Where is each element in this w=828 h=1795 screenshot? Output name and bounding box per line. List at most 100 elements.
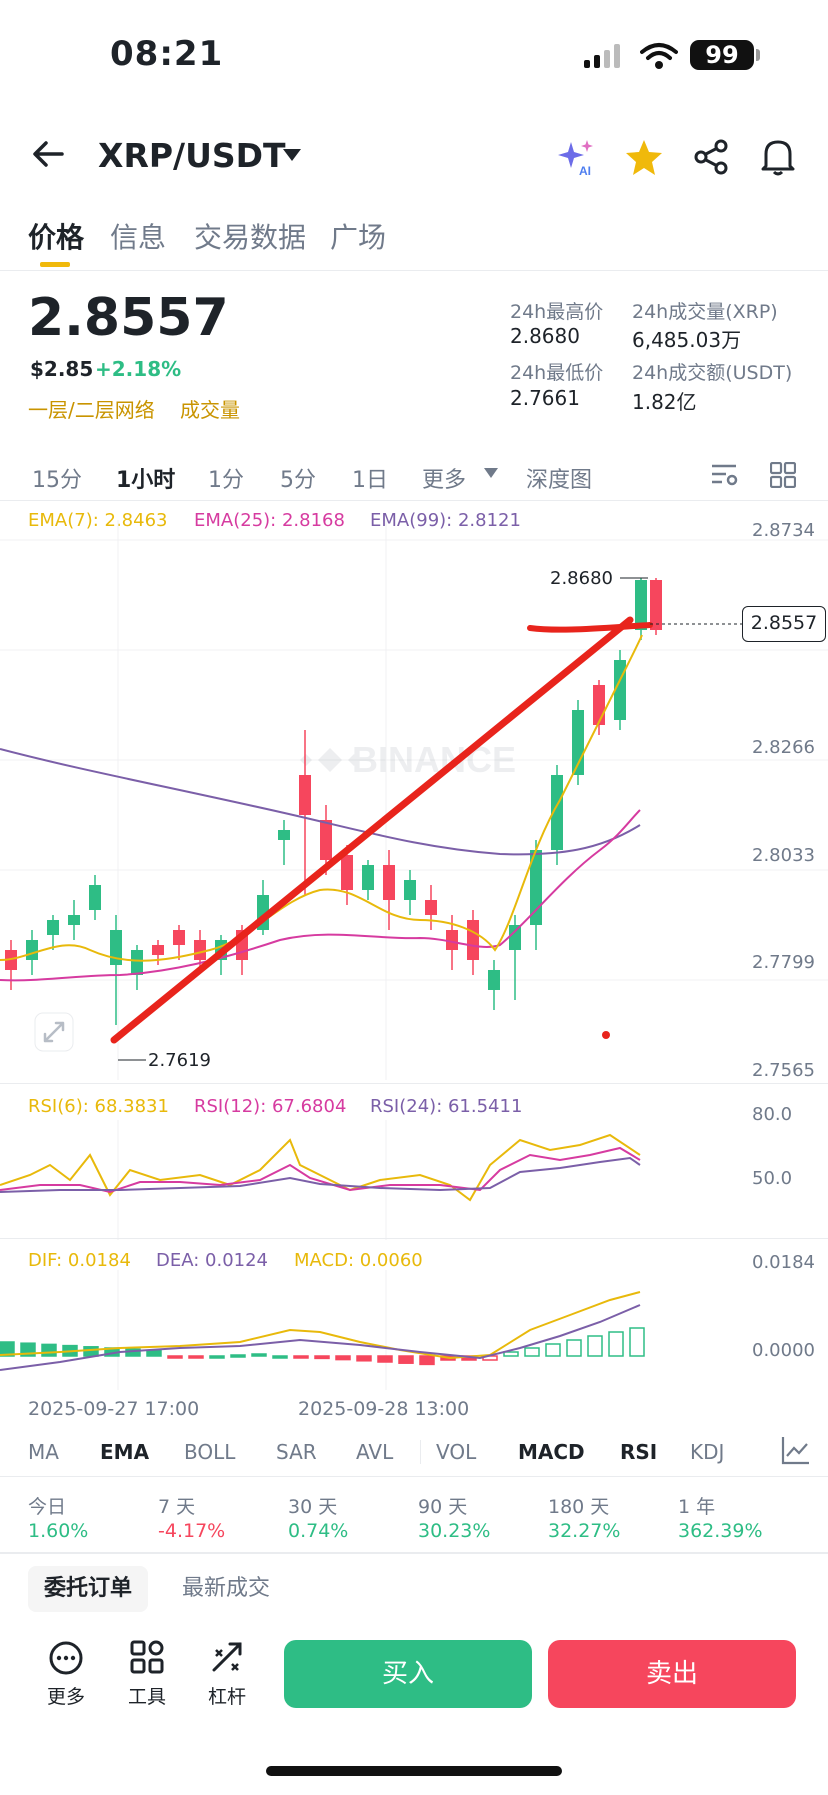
macd-bar	[272, 1355, 288, 1359]
macd-bar	[377, 1355, 393, 1363]
perf-value: 362.39%	[678, 1520, 763, 1542]
back-arrow-icon[interactable]	[32, 140, 64, 168]
macd-axis-label: 0.0000	[752, 1340, 815, 1361]
macd-axis-label: 0.0184	[752, 1252, 815, 1273]
indicator-boll[interactable]: BOLL	[184, 1440, 236, 1464]
indicator-sar[interactable]: SAR	[276, 1440, 317, 1464]
indicator-settings-icon[interactable]	[780, 1434, 812, 1466]
indicator-avl[interactable]: AVL	[356, 1440, 394, 1464]
macd-bar	[503, 1351, 519, 1357]
interval-depth[interactable]: 深度图	[526, 468, 593, 493]
more-label[interactable]: 更多	[46, 1686, 85, 1708]
tab-square[interactable]: 广场	[330, 221, 387, 254]
candle-body	[110, 930, 122, 965]
perf-label: 30 天	[288, 1496, 338, 1518]
interval-1m[interactable]: 1分	[208, 468, 244, 493]
volume-value: 6,485.03万	[632, 328, 742, 352]
ai-sparkle-icon[interactable]: AI	[557, 138, 597, 178]
bell-icon[interactable]	[760, 136, 796, 176]
macd-bar	[629, 1327, 645, 1357]
tab-trading-data[interactable]: 交易数据	[194, 221, 307, 254]
candle-body	[467, 920, 479, 960]
pair-title[interactable]: XRP/USDT	[98, 136, 286, 175]
macd-bar	[167, 1355, 183, 1359]
rsi-chart	[0, 1120, 641, 1240]
candle-body	[650, 580, 662, 630]
leverage-icon[interactable]	[210, 1640, 244, 1674]
tabs-divider	[0, 270, 828, 271]
interval-1h[interactable]: 1小时	[116, 468, 176, 493]
indicator-vol[interactable]: VOL	[436, 1440, 477, 1464]
tools-grid-icon[interactable]	[130, 1640, 164, 1674]
buy-button[interactable]: 买入	[284, 1640, 532, 1708]
low-label: 24h最低价	[510, 362, 604, 384]
rsi-axis-label: 80.0	[752, 1104, 793, 1125]
perf-label: 1 年	[678, 1496, 716, 1518]
sell-button[interactable]: 卖出	[548, 1640, 796, 1708]
price-axis-label: 2.8734	[752, 520, 815, 541]
candle-body	[425, 900, 437, 915]
network-tag[interactable]: 一层/二层网络	[28, 398, 155, 422]
order-divider	[0, 1552, 828, 1554]
share-icon[interactable]	[692, 138, 730, 176]
candle-body	[68, 915, 80, 925]
interval-5m[interactable]: 5分	[280, 468, 316, 493]
layout-grid-icon[interactable]	[770, 462, 796, 488]
more-chevron-icon[interactable]	[484, 468, 498, 478]
macd-bar	[524, 1347, 540, 1357]
indicator-ma[interactable]: MA	[28, 1440, 59, 1464]
price-axis-label: 2.7565	[752, 1060, 815, 1081]
candle-body	[362, 865, 374, 890]
macd-bar	[335, 1355, 351, 1361]
macd-bar	[293, 1355, 309, 1359]
candlestick-chart[interactable]: BINANCE 2.8680 2.7619	[0, 520, 828, 1080]
status-time: 08:21	[110, 34, 224, 74]
candle-body	[593, 685, 605, 725]
macd-bar	[356, 1355, 372, 1362]
tools-label[interactable]: 工具	[127, 1686, 166, 1708]
tab-recent-trades[interactable]: 最新成交	[182, 1576, 271, 1601]
leverage-label[interactable]: 杠杆	[207, 1686, 246, 1708]
perf-label: 180 天	[548, 1496, 610, 1518]
perf-label: 90 天	[418, 1496, 468, 1518]
candle-body	[278, 830, 290, 840]
candle-body	[299, 775, 311, 815]
candle-body	[89, 885, 101, 910]
candle-body	[446, 930, 458, 950]
favorite-star-icon[interactable]	[624, 138, 664, 176]
candle-body	[173, 930, 185, 945]
macd-bar	[545, 1343, 561, 1357]
indicator-kdj[interactable]: KDJ	[690, 1440, 725, 1464]
chevron-down-icon[interactable]	[282, 148, 302, 162]
rsi24-legend: RSI(24): 61.5411	[370, 1096, 523, 1117]
signal-icon	[584, 44, 620, 68]
macd-bar	[146, 1349, 162, 1357]
indicator-macd[interactable]: MACD	[518, 1440, 585, 1464]
time-axis-label: 2025-09-28 13:00	[298, 1398, 470, 1420]
perf-divider	[0, 1476, 828, 1477]
perf-value: 32.27%	[548, 1520, 621, 1542]
price-axis-label: 2.8033	[752, 845, 815, 866]
chart-settings-icon[interactable]	[710, 462, 738, 488]
candle-body	[47, 920, 59, 935]
expand-chart-icon[interactable]	[34, 1012, 74, 1052]
svg-text:AI: AI	[579, 164, 591, 178]
candle-body	[635, 580, 647, 630]
candle-body	[194, 940, 206, 960]
chart-low-label: 2.7619	[148, 1050, 211, 1071]
tab-open-orders[interactable]: 委托订单	[28, 1566, 149, 1612]
interval-15m[interactable]: 15分	[32, 468, 82, 493]
candle-body	[5, 950, 17, 970]
amount-label: 24h成交额(USDT)	[632, 362, 793, 384]
tab-info[interactable]: 信息	[110, 221, 167, 254]
battery-indicator: 99	[690, 40, 754, 70]
indicator-rsi[interactable]: RSI	[620, 1440, 658, 1464]
indicator-ema[interactable]: EMA	[100, 1440, 150, 1464]
tab-price[interactable]: 价格	[28, 221, 85, 254]
perf-label: 7 天	[158, 1496, 196, 1518]
interval-1d[interactable]: 1日	[352, 468, 388, 493]
more-dots-icon[interactable]	[48, 1640, 84, 1676]
interval-more[interactable]: 更多	[422, 468, 467, 493]
price-change: +2.18%	[95, 357, 182, 381]
volume-tag[interactable]: 成交量	[180, 398, 240, 422]
